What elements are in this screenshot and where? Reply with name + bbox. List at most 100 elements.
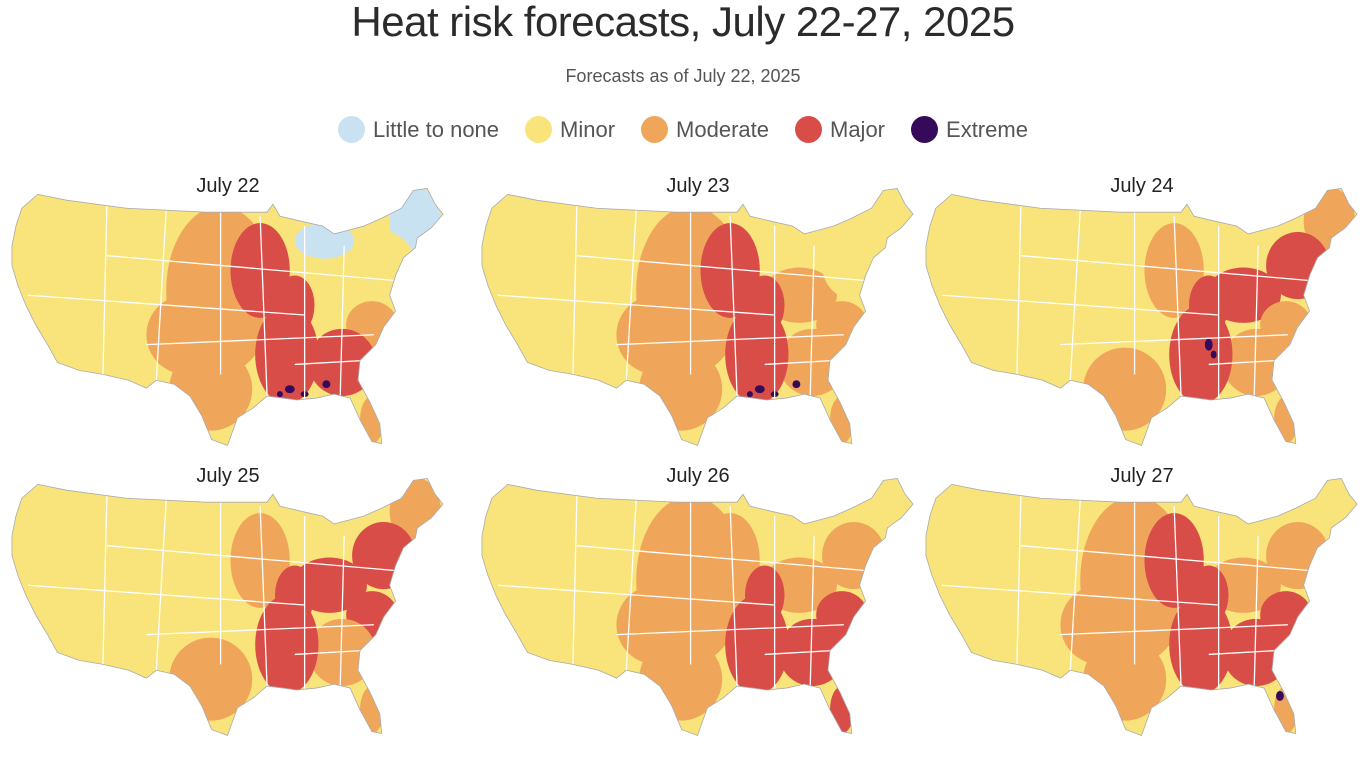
state-border	[941, 294, 1219, 316]
panel-title: July 26	[666, 465, 730, 487]
state-border	[1016, 206, 1022, 375]
state-border	[1020, 255, 1308, 282]
state-border	[576, 545, 864, 572]
state-border	[1060, 334, 1288, 346]
risk-area-upper-midwest	[700, 513, 760, 608]
map-panel: July 22	[8, 175, 448, 455]
risk-area-northeast	[1266, 521, 1330, 590]
legend-label: Moderate	[676, 116, 769, 142]
risk-area-florida	[1274, 396, 1298, 444]
state-border	[616, 334, 844, 346]
map-panel: July 26	[478, 465, 918, 745]
panel-title: July 25	[196, 465, 260, 487]
legend-swatch	[525, 116, 553, 143]
state-border	[1020, 545, 1308, 572]
risk-area-mid-south	[274, 275, 315, 335]
state-border	[572, 206, 578, 375]
state-border	[259, 216, 268, 397]
risk-area-mid-south	[744, 275, 785, 335]
risk-area-upper-midwest	[230, 223, 290, 318]
risk-area-northeast	[352, 521, 416, 590]
state-border	[1208, 649, 1278, 656]
state-border	[1173, 506, 1182, 687]
chart-subtitle: Forecasts as of July 22, 2025	[565, 66, 801, 86]
legend-label: Minor	[560, 116, 616, 142]
panel-title: July 22	[196, 175, 260, 197]
state-border	[259, 506, 268, 687]
us-map	[481, 188, 914, 447]
risk-area-gulf-spots	[284, 385, 295, 394]
risk-area-texas	[1083, 347, 1167, 431]
state-border	[102, 496, 108, 665]
state-border	[616, 624, 844, 636]
risk-area-gulf-spots	[276, 391, 283, 398]
map-panel: July 24	[922, 175, 1362, 455]
us-outline	[11, 478, 444, 737]
us-map	[925, 478, 1358, 737]
state-border	[339, 245, 345, 397]
risk-area-mid-south	[1188, 275, 1229, 335]
risk-area-gulf-spots	[792, 380, 801, 389]
risk-area-texas	[639, 637, 723, 721]
state-border	[764, 359, 834, 366]
risk-area-mid-south	[744, 565, 785, 625]
legend-item: Extreme	[911, 116, 1028, 143]
legend-label: Little to none	[373, 116, 500, 142]
state-border	[1016, 496, 1022, 665]
state-border	[572, 496, 578, 665]
chart-title: Heat risk forecasts, July 22-27, 2025	[351, 0, 1015, 45]
risk-area-great-lakes	[294, 223, 355, 259]
legend-swatch	[641, 116, 669, 143]
state-border	[729, 506, 738, 687]
state-border	[155, 210, 167, 381]
map-panel: July 25	[8, 465, 448, 745]
state-border	[1060, 624, 1288, 636]
state-border	[625, 210, 637, 381]
us-outline	[11, 188, 444, 447]
state-border	[941, 584, 1219, 606]
risk-area-texas	[169, 347, 253, 431]
risk-area-florida	[830, 396, 854, 444]
state-border	[1173, 216, 1182, 397]
us-map	[925, 188, 1358, 447]
us-map	[481, 478, 914, 737]
state-border	[809, 245, 815, 397]
risk-area-upper-midwest	[700, 223, 760, 318]
risk-area-gulf-spots	[322, 380, 331, 389]
risk-area-mid-south	[274, 565, 315, 625]
state-border	[1069, 210, 1081, 381]
risk-area-upper-midwest	[1144, 223, 1204, 318]
legend-swatch	[795, 116, 822, 143]
legend-item: Little to none	[338, 116, 499, 143]
us-outline	[925, 478, 1358, 737]
state-border	[146, 624, 374, 636]
legend-item: Major	[795, 116, 885, 143]
state-border	[497, 294, 775, 316]
state-border	[1069, 500, 1081, 671]
state-border	[27, 584, 305, 606]
risk-area-northeast	[822, 231, 886, 300]
map-panel: July 27	[922, 465, 1362, 745]
panel-title: July 27	[1110, 465, 1174, 487]
map-panel: July 23	[478, 175, 918, 455]
legend-swatch	[911, 116, 939, 143]
state-border	[764, 649, 834, 656]
legend: Little to none Minor Moderate Major Extreme	[0, 116, 1366, 143]
state-border	[625, 500, 637, 671]
us-outline	[481, 188, 914, 447]
risk-area-florida-spots	[1275, 691, 1284, 701]
risk-area-florida	[360, 396, 384, 444]
state-border	[1253, 245, 1259, 397]
state-border	[155, 500, 167, 671]
risk-area-upper-midwest	[1144, 513, 1204, 608]
state-border	[294, 649, 364, 656]
legend-swatch	[338, 116, 366, 143]
state-border	[27, 294, 305, 316]
us-map	[11, 188, 444, 447]
state-border	[1253, 535, 1259, 687]
panel-title: July 24	[1110, 175, 1174, 197]
risk-area-florida	[360, 686, 384, 734]
state-border	[106, 545, 394, 572]
risk-area-texas	[1083, 637, 1167, 721]
legend-label: Extreme	[946, 116, 1028, 142]
